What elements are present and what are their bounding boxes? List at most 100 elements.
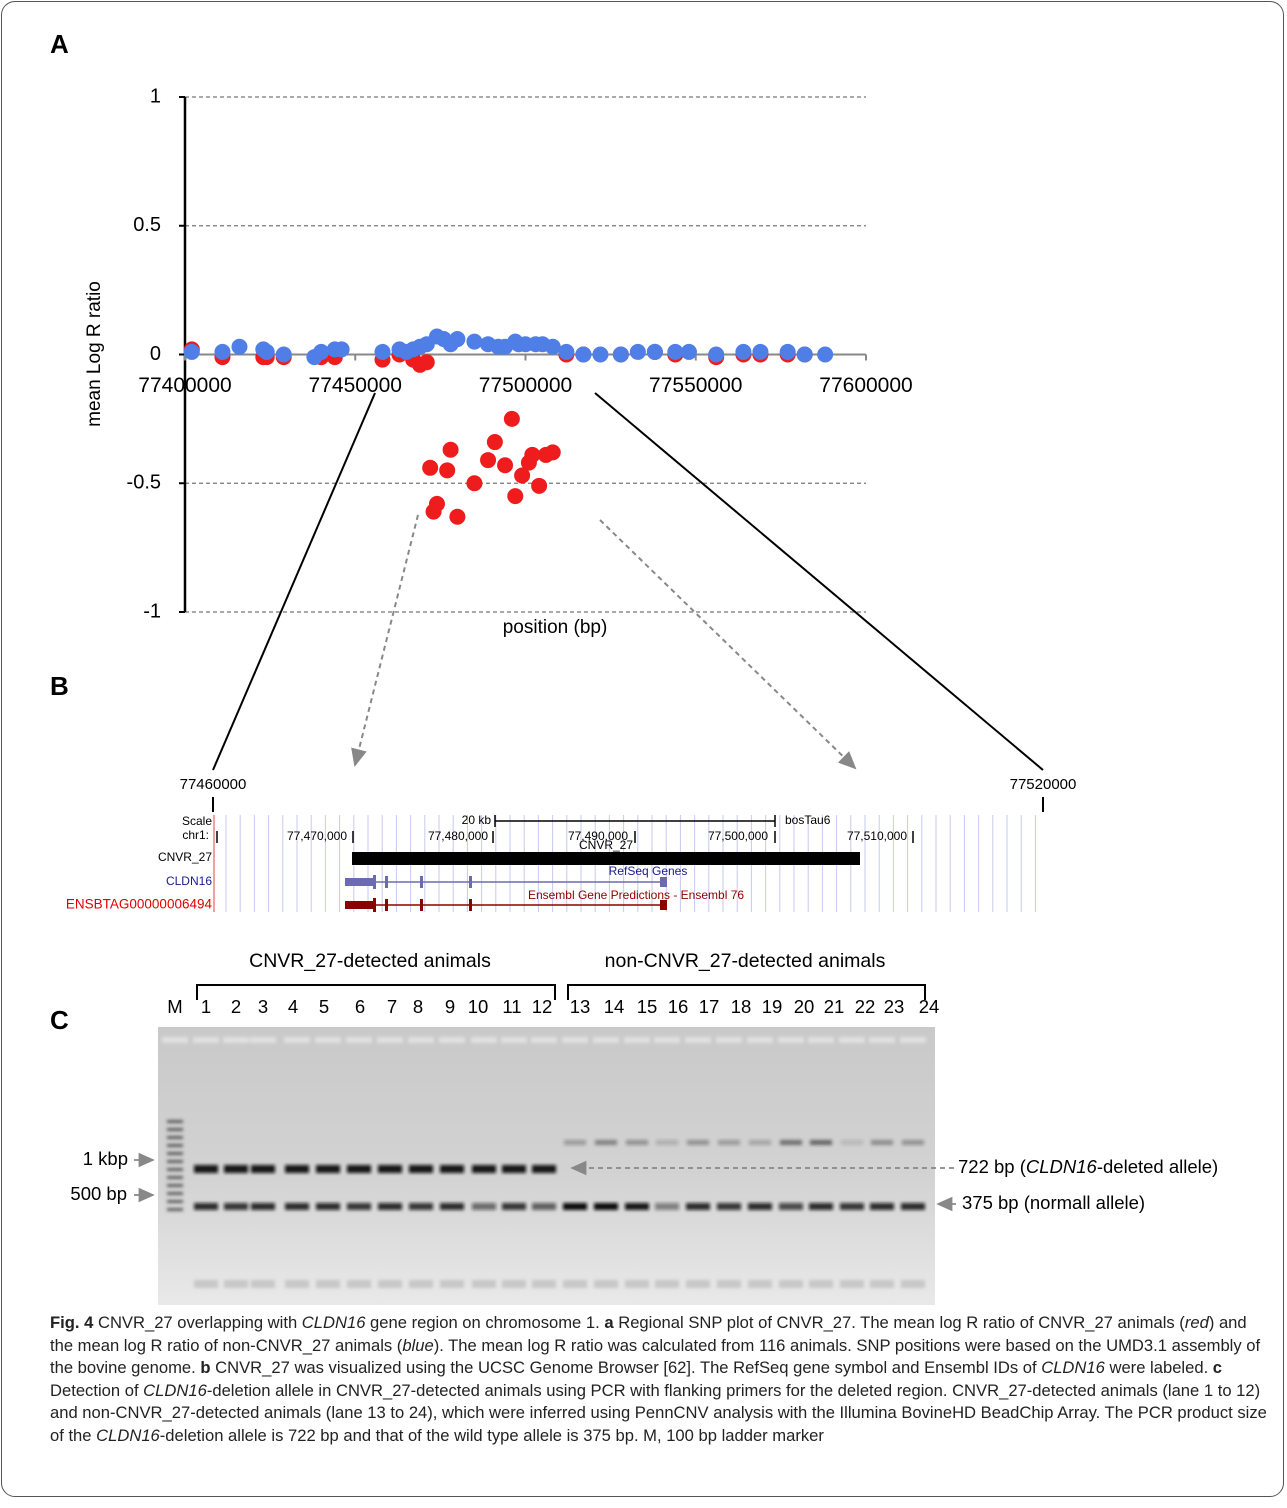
data-point (524, 446, 541, 463)
normal-band (251, 1203, 275, 1210)
caption-text: Fig. 4 (50, 1313, 94, 1332)
data-point (503, 410, 520, 427)
ladder-band (167, 1208, 183, 1211)
upper-band (871, 1140, 893, 1145)
well (439, 1037, 465, 1043)
well (685, 1037, 711, 1043)
coordinate: 77,490,000 (568, 829, 628, 843)
deleted-band (194, 1165, 218, 1173)
track-label: CNVR_27 (158, 850, 212, 864)
well (562, 1037, 588, 1043)
track-title: RefSeq Genes (609, 864, 688, 878)
coordinate: 77,510,000 (847, 829, 907, 843)
lane-label: 16 (668, 996, 689, 1017)
ladder-band (167, 1128, 183, 1131)
lane-label: 9 (445, 996, 455, 1017)
ladder-band (167, 1176, 183, 1179)
data-point (667, 343, 684, 360)
primer-smear (809, 1280, 833, 1288)
primer-smear (901, 1280, 925, 1288)
track-title: Ensembl Gene Predictions - Ensembl 76 (528, 888, 744, 902)
dashed-arrow (599, 519, 857, 770)
y-tick-label: 0.5 (133, 214, 161, 236)
data-point (466, 333, 483, 350)
data-point (374, 343, 391, 360)
ladder-band (167, 1200, 183, 1203)
data-point (442, 441, 459, 458)
caption-text: Regional SNP plot of CNVR_27. The mean l… (613, 1313, 1185, 1332)
normal-band (717, 1203, 741, 1210)
primer-smear (316, 1280, 340, 1288)
normal-band (378, 1203, 402, 1210)
well (471, 1037, 497, 1043)
primer-smear (748, 1280, 772, 1288)
deleted-band (285, 1165, 309, 1173)
deleted-band (502, 1165, 526, 1173)
lane-label: 2 (231, 996, 241, 1017)
x-tick-label: 77600000 (819, 374, 912, 397)
upper-band (749, 1140, 771, 1145)
deleted-band (532, 1165, 556, 1173)
primer-smear (563, 1280, 587, 1288)
caption-text: a (604, 1313, 614, 1332)
y-tick-label: -0.5 (127, 472, 161, 494)
data-point (592, 346, 609, 363)
well (315, 1037, 341, 1043)
primer-smear (840, 1280, 864, 1288)
upper-band (656, 1140, 678, 1145)
lane-label: 1 (201, 996, 211, 1017)
track-label: CLDN16 (166, 874, 212, 888)
caption-text: CLDN16 (96, 1425, 160, 1445)
data-point (507, 488, 524, 505)
data-point (612, 346, 629, 363)
normal-band (840, 1203, 864, 1210)
ladder-band (167, 1160, 183, 1163)
coordinate: 77,470,000 (287, 829, 347, 843)
normal-band (809, 1203, 833, 1210)
data-point (735, 343, 752, 360)
panel-label: C (50, 1005, 69, 1035)
lane-label: 20 (794, 996, 815, 1017)
normal-band (532, 1203, 556, 1210)
data-point (514, 467, 531, 484)
lane-label: 11 (502, 996, 521, 1017)
x-tick-label: 77450000 (309, 374, 402, 397)
data-point (708, 346, 725, 363)
caption-text: ) and the mean log R ratio of non-CNVR_2… (50, 1313, 1247, 1355)
feature-label: CNVR_27 (579, 838, 633, 852)
lane-labels: M 1 2 3 4 5 6 7 8 9 10 11 12 13 14 15 16 17 18 19 20 21 22 23 24 (167, 996, 939, 1017)
data-point (531, 477, 548, 494)
normal-band (285, 1203, 309, 1210)
normal-band (594, 1203, 618, 1210)
caption-text: CLDN16 (301, 1313, 366, 1332)
well (501, 1037, 527, 1043)
ladder-band (167, 1144, 183, 1147)
primer-smear (779, 1280, 803, 1288)
refseq-gene (345, 875, 667, 889)
well (869, 1037, 895, 1043)
scale-bar-label: 20 kb (462, 813, 492, 827)
y-tick-label: 1 (150, 85, 161, 107)
upper-band (841, 1140, 863, 1145)
lane-label: 13 (570, 996, 591, 1017)
caption-text: red (1184, 1313, 1209, 1332)
lane-label: 10 (468, 996, 489, 1017)
caption-text: CLDN16 (143, 1380, 207, 1400)
caption-text: CLDN16 (1041, 1358, 1105, 1377)
ensembl-gene (345, 898, 667, 912)
primer-smear (409, 1280, 433, 1288)
band-label-part: CLDN16 (1026, 1156, 1098, 1177)
ladder-label: 500 bp (70, 1183, 127, 1204)
normal-band (316, 1203, 340, 1210)
deleted-band (378, 1165, 402, 1173)
data-point (418, 354, 435, 371)
deleted-band (347, 1165, 371, 1173)
x-tick-label: 77400000 (138, 374, 231, 397)
lane-label: 24 (919, 996, 940, 1017)
normal-band (686, 1203, 710, 1210)
data-point (817, 346, 834, 363)
data-point (449, 508, 466, 525)
primer-smear (440, 1280, 464, 1288)
upper-band (780, 1140, 802, 1145)
dashed-arrow (351, 514, 419, 767)
